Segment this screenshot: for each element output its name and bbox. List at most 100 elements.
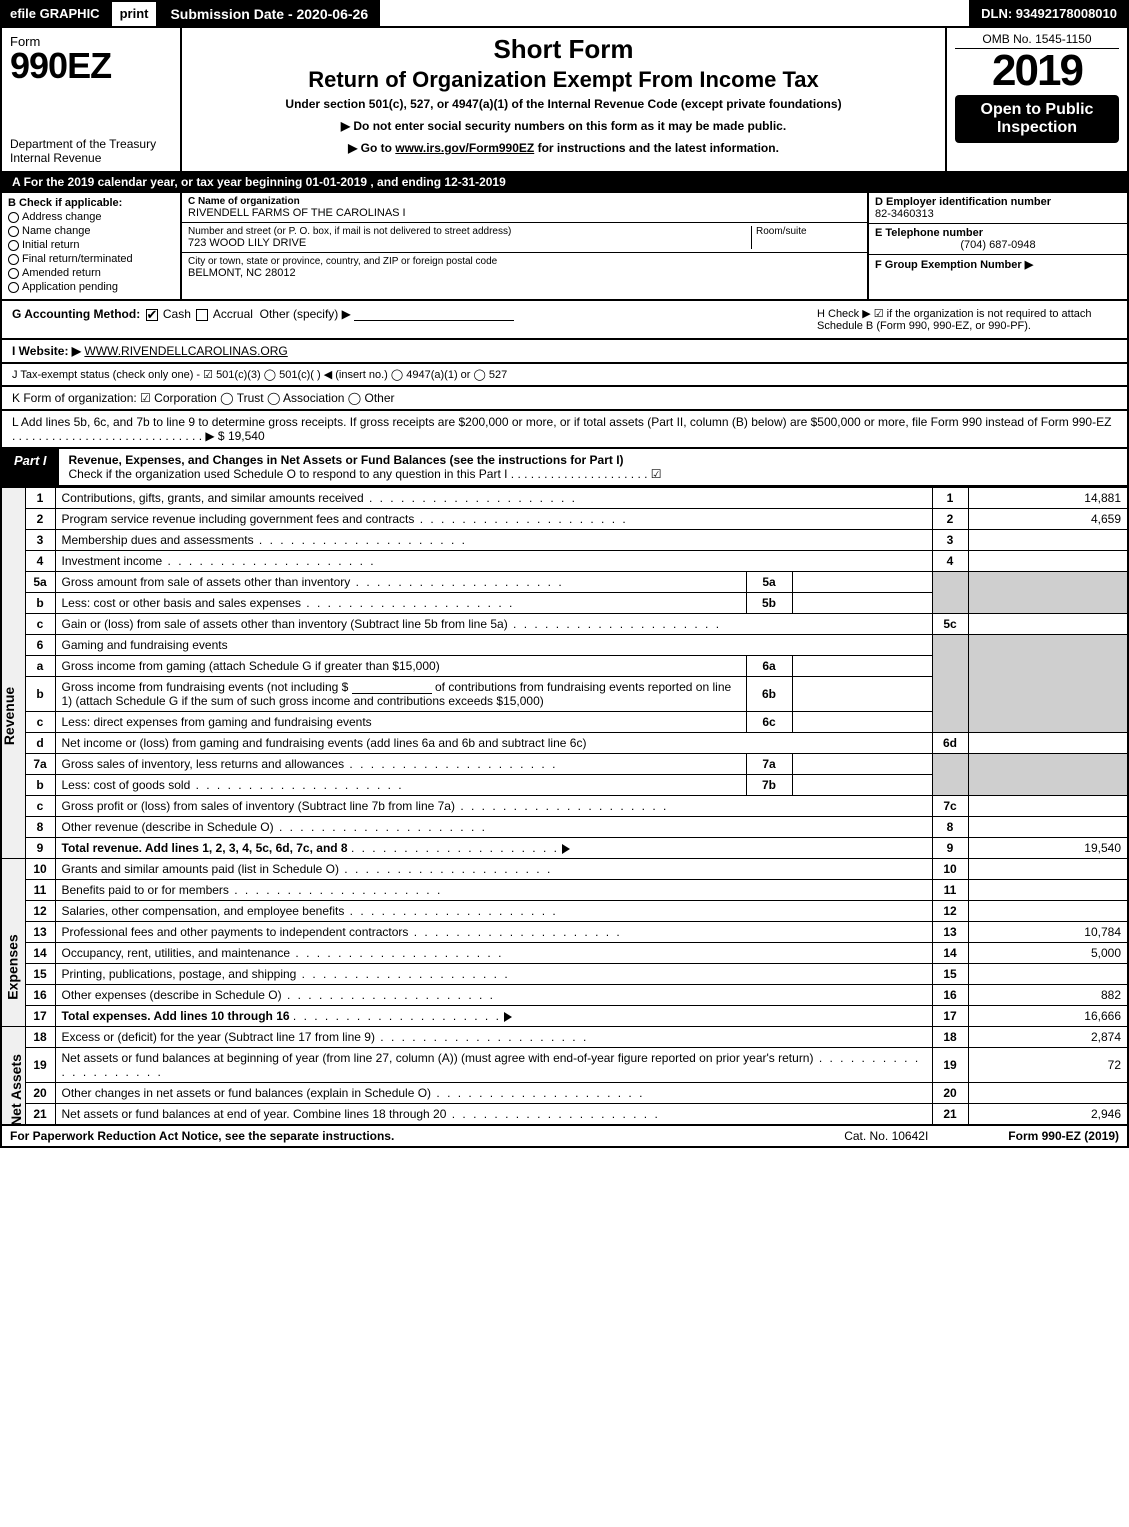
part1-table: Revenue 1 Contributions, gifts, grants, … xyxy=(0,487,1129,1126)
grey-amt-7 xyxy=(968,754,1128,796)
ln-6d: d xyxy=(25,733,55,754)
block-l: L Add lines 5b, 6c, and 7b to line 9 to … xyxy=(0,411,1129,449)
amt-18: 2,874 xyxy=(968,1027,1128,1048)
amt-12 xyxy=(968,901,1128,922)
sub-amt-6b xyxy=(792,677,932,712)
chk-final-return[interactable]: Final return/terminated xyxy=(8,253,174,265)
chk-cash[interactable] xyxy=(146,309,158,321)
print-button[interactable]: print xyxy=(110,0,159,26)
l18-text: Excess or (deficit) for the year (Subtra… xyxy=(62,1030,589,1044)
amt-1: 14,881 xyxy=(968,488,1128,509)
amt-4 xyxy=(968,551,1128,572)
l6c-text: Less: direct expenses from gaming and fu… xyxy=(55,712,746,733)
chk-amended-return[interactable]: Amended return xyxy=(8,267,174,279)
chk-name-change[interactable]: Name change xyxy=(8,225,174,237)
submission-date: Submission Date - 2020-06-26 xyxy=(158,0,380,26)
grey-5 xyxy=(932,572,968,614)
l19-text: Net assets or fund balances at beginning… xyxy=(62,1051,921,1079)
rn-10: 10 xyxy=(932,859,968,880)
l8-text: Other revenue (describe in Schedule O) xyxy=(62,820,487,834)
amt-20 xyxy=(968,1083,1128,1104)
block-c: C Name of organization RIVENDELL FARMS O… xyxy=(182,193,867,299)
amt-9: 19,540 xyxy=(968,838,1128,859)
ln-5b: b xyxy=(25,593,55,614)
chk-initial-return[interactable]: Initial return xyxy=(8,239,174,251)
form-header: Form 990EZ Department of the Treasury In… xyxy=(0,28,1129,173)
no-ssn-notice: ▶ Do not enter social security numbers o… xyxy=(192,119,935,133)
arrow-icon xyxy=(504,1012,512,1022)
city-label: City or town, state or province, country… xyxy=(188,256,861,267)
sub-5b: 5b xyxy=(746,593,792,614)
l5b-text: Less: cost or other basis and sales expe… xyxy=(62,596,515,610)
sub-5a: 5a xyxy=(746,572,792,593)
amt-10 xyxy=(968,859,1128,880)
l12-text: Salaries, other compensation, and employ… xyxy=(62,904,558,918)
l20-text: Other changes in net assets or fund bala… xyxy=(62,1086,645,1100)
block-def: D Employer identification number 82-3460… xyxy=(867,193,1127,299)
rn-1: 1 xyxy=(932,488,968,509)
ln-2: 2 xyxy=(25,509,55,530)
l7c-text: Gross profit or (loss) from sales of inv… xyxy=(62,799,669,813)
sub-amt-5b xyxy=(792,593,932,614)
amt-11 xyxy=(968,880,1128,901)
l6b-text: Gross income from fundraising events (no… xyxy=(55,677,746,712)
footer-right: Form 990-EZ (2019) xyxy=(1008,1129,1119,1143)
block-i: I Website: ▶ WWW.RIVENDELLCAROLINAS.ORG xyxy=(0,340,1129,364)
rn-7c: 7c xyxy=(932,796,968,817)
rn-11: 11 xyxy=(932,880,968,901)
l13-text: Professional fees and other payments to … xyxy=(62,925,622,939)
ln-18: 18 xyxy=(25,1027,55,1048)
l2-text: Program service revenue including govern… xyxy=(62,512,628,526)
ln-15: 15 xyxy=(25,964,55,985)
l4-text: Investment income xyxy=(62,554,376,568)
ein: 82-3460313 xyxy=(875,208,1121,220)
grey-6 xyxy=(932,635,968,733)
amt-21: 2,946 xyxy=(968,1104,1128,1126)
sub-amt-6a xyxy=(792,656,932,677)
part1-title: Revenue, Expenses, and Changes in Net As… xyxy=(59,449,1127,485)
ln-5a: 5a xyxy=(25,572,55,593)
ln-5c: c xyxy=(25,614,55,635)
rn-20: 20 xyxy=(932,1083,968,1104)
l15-text: Printing, publications, postage, and shi… xyxy=(62,967,510,981)
website-link[interactable]: WWW.RIVENDELLCAROLINAS.ORG xyxy=(84,344,287,358)
under-section: Under section 501(c), 527, or 4947(a)(1)… xyxy=(192,97,935,111)
a-line-text: For the 2019 calendar year, or tax year … xyxy=(24,175,506,189)
l6a-text: Gross income from gaming (attach Schedul… xyxy=(55,656,746,677)
ln-20: 20 xyxy=(25,1083,55,1104)
open-to-public: Open to Public Inspection xyxy=(955,95,1119,144)
amt-3 xyxy=(968,530,1128,551)
b-header: B Check if applicable: xyxy=(8,197,174,209)
amt-19: 72 xyxy=(968,1048,1128,1083)
block-gh: G Accounting Method: Cash Accrual Other … xyxy=(0,301,1129,340)
chk-address-change[interactable]: Address change xyxy=(8,211,174,223)
org-city: BELMONT, NC 28012 xyxy=(188,267,861,279)
room-suite: Room/suite xyxy=(751,226,861,249)
l16-text: Other expenses (describe in Schedule O) xyxy=(62,988,495,1002)
efile-graphic-button[interactable]: efile GRAPHIC xyxy=(0,0,110,26)
sub-amt-7b xyxy=(792,775,932,796)
ln-21: 21 xyxy=(25,1104,55,1126)
part1-header: Part I Revenue, Expenses, and Changes in… xyxy=(0,449,1129,487)
header-mid: Short Form Return of Organization Exempt… xyxy=(182,28,947,171)
l7b-text: Less: cost of goods sold xyxy=(62,778,404,792)
chk-accrual[interactable] xyxy=(196,309,208,321)
irs-link[interactable]: www.irs.gov/Form990EZ xyxy=(395,141,534,155)
ln-16: 16 xyxy=(25,985,55,1006)
block-b-checks: B Check if applicable: Address change Na… xyxy=(2,193,182,299)
amt-7c xyxy=(968,796,1128,817)
amt-5c xyxy=(968,614,1128,635)
rn-3: 3 xyxy=(932,530,968,551)
amt-6d xyxy=(968,733,1128,754)
grey-amt-5 xyxy=(968,572,1128,614)
footer-mid: Cat. No. 10642I xyxy=(844,1129,928,1143)
h-line: H Check ▶ ☑ if the organization is not r… xyxy=(817,307,1117,332)
return-title: Return of Organization Exempt From Incom… xyxy=(192,67,935,93)
chk-application-pending[interactable]: Application pending xyxy=(8,281,174,293)
rn-12: 12 xyxy=(932,901,968,922)
phone: (704) 687-0948 xyxy=(875,239,1121,251)
page-footer: For Paperwork Reduction Act Notice, see … xyxy=(0,1126,1129,1148)
amt-8 xyxy=(968,817,1128,838)
street-label: Number and street (or P. O. box, if mail… xyxy=(188,226,751,237)
l9-text: Total revenue. Add lines 1, 2, 3, 4, 5c,… xyxy=(62,841,348,855)
